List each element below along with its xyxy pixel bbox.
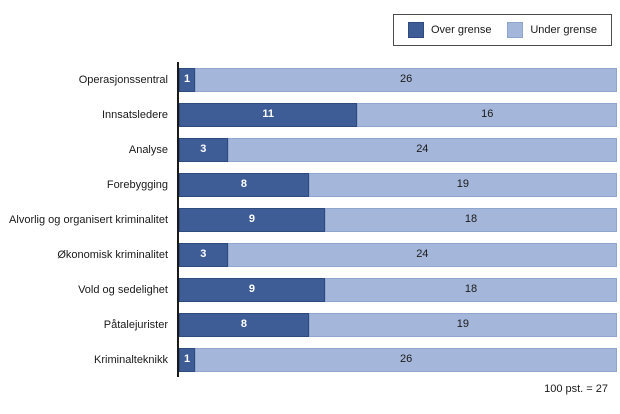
chart-row: Påtalejurister 8 19 (0, 307, 617, 342)
chart-row: Forebygging 8 19 (0, 167, 617, 202)
legend-swatch-under-grense-icon (507, 22, 524, 38)
bar-track: 1 26 (179, 347, 617, 372)
legend-item-over-grense: Over grense (408, 22, 492, 38)
bar-track: 11 16 (179, 102, 617, 127)
bar-track: 8 19 (179, 312, 617, 337)
bar-segment-under-grense: 24 (227, 242, 617, 267)
bar-track: 3 24 (179, 137, 617, 162)
bar-segment-under-grense: 26 (195, 347, 617, 372)
chart-row: Økonomisk kriminalitet 3 24 (0, 237, 617, 272)
chart-row: Alvorlig og organisert kriminalitet 9 18 (0, 202, 617, 237)
legend-label: Under grense (530, 24, 597, 36)
bar-value-label: 3 (200, 248, 207, 260)
bar-value-label: 16 (481, 108, 494, 120)
category-label: Alvorlig og organisert kriminalitet (9, 213, 168, 226)
bar-value-label: 18 (464, 213, 478, 225)
bar-segment-over-grense: 11 (179, 102, 358, 127)
category-label: Analyse (128, 143, 168, 156)
bar-track: 1 26 (179, 67, 617, 92)
category-label: Innsatsledere (101, 108, 168, 121)
bar-track: 8 19 (179, 172, 617, 197)
bar-segment-under-grense: 26 (195, 67, 617, 92)
bar-segment-over-grense: 1 (179, 347, 196, 372)
bar-track: 9 18 (179, 207, 617, 232)
chart-row: Vold og sedelighet 9 18 (0, 272, 617, 307)
category-label: Økonomisk kriminalitet (57, 248, 168, 261)
bar-value-label: 1 (184, 73, 191, 85)
bar-segment-under-grense: 16 (357, 102, 617, 127)
category-label: Operasjonssentral (78, 73, 168, 86)
bar-segment-over-grense: 3 (179, 137, 228, 162)
bar-segment-over-grense: 3 (179, 242, 228, 267)
bar-segment-over-grense: 8 (179, 312, 309, 337)
bar-value-label: 8 (240, 318, 247, 330)
footnote: 100 pst. = 27 (544, 383, 608, 395)
chart-row: Operasjonssentral 1 26 (0, 62, 617, 97)
bar-value-label: 9 (248, 283, 256, 295)
category-label: Kriminalteknikk (94, 353, 168, 366)
legend-swatch-over-grense-icon (408, 22, 424, 38)
y-axis-line (177, 62, 179, 377)
bar-segment-under-grense: 18 (324, 207, 617, 232)
chart-row: Innsatsledere 11 16 (0, 97, 617, 132)
bar-value-label: 3 (200, 143, 207, 155)
bar-value-label: 24 (416, 143, 429, 155)
category-label: Forebygging (106, 178, 168, 191)
bar-value-label: 18 (464, 283, 478, 295)
bar-segment-over-grense: 1 (179, 67, 196, 92)
bar-track: 9 18 (179, 277, 617, 302)
category-label: Vold og sedelighet (78, 283, 168, 296)
bar-value-label: 9 (248, 213, 256, 225)
bar-segment-under-grense: 18 (324, 277, 617, 302)
bar-segment-under-grense: 19 (308, 172, 617, 197)
category-label: Påtalejurister (103, 318, 168, 331)
chart-legend: Over grense Under grense (393, 14, 612, 46)
bar-value-label: 26 (399, 73, 413, 85)
bar-track: 3 24 (179, 242, 617, 267)
bar-segment-under-grense: 19 (308, 312, 617, 337)
chart-rows: Operasjonssentral 1 26 Innsatsledere 11 16 Ana… (0, 62, 617, 377)
bar-value-label: 24 (416, 248, 429, 260)
bar-value-label: 19 (456, 318, 469, 330)
bar-segment-under-grense: 24 (227, 137, 617, 162)
chart-row: Kriminalteknikk 1 26 (0, 342, 617, 377)
bar-value-label: 26 (399, 353, 413, 365)
bar-segment-over-grense: 9 (179, 277, 325, 302)
bar-value-label: 11 (262, 108, 275, 120)
bar-value-label: 19 (456, 178, 469, 190)
legend-label: Over grense (431, 24, 492, 36)
bar-segment-over-grense: 9 (179, 207, 325, 232)
bar-value-label: 8 (240, 178, 247, 190)
chart-row: Analyse 3 24 (0, 132, 617, 167)
bar-value-label: 1 (184, 353, 191, 365)
legend-item-under-grense: Under grense (507, 22, 597, 38)
bar-segment-over-grense: 8 (179, 172, 309, 197)
